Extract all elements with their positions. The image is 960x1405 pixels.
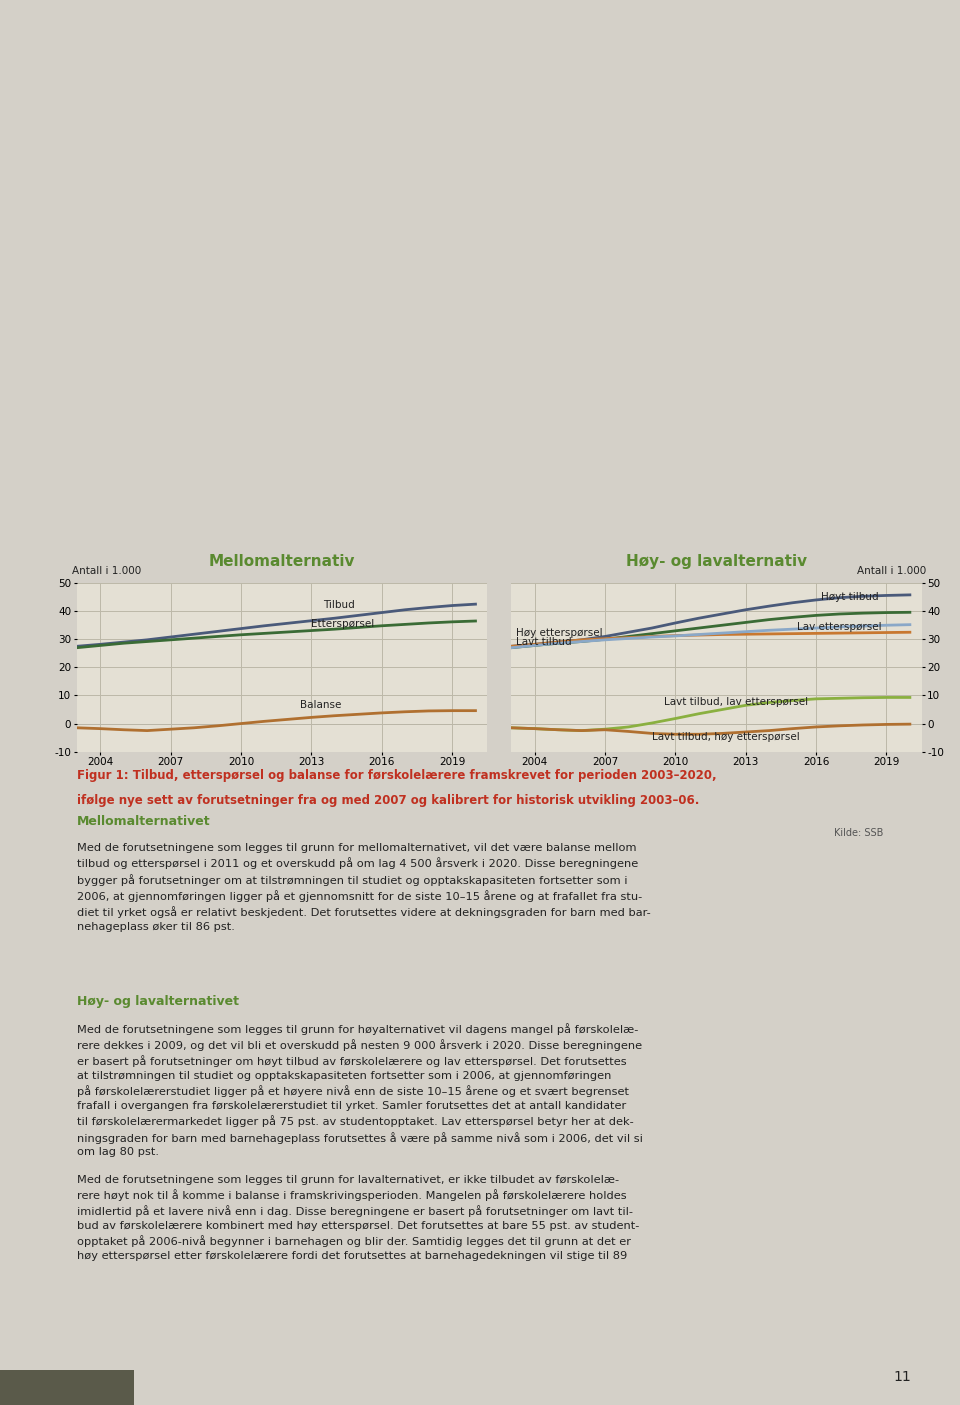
Text: Mellomalternativ: Mellomalternativ [208, 554, 355, 569]
Text: Balanse: Balanse [300, 700, 341, 710]
Text: Antall i 1.000: Antall i 1.000 [72, 566, 141, 576]
Text: Lavt tilbud, lav etterspørsel: Lavt tilbud, lav etterspørsel [663, 697, 807, 707]
Text: Høy etterspørsel: Høy etterspørsel [516, 628, 603, 638]
Text: Høyt tilbud: Høyt tilbud [821, 592, 878, 601]
Text: Antall i 1.000: Antall i 1.000 [857, 566, 926, 576]
Bar [0, 1370, 134, 1405]
Text: Med de forutsetningene som legges til grunn for mellomalternativet, vil det være: Med de forutsetningene som legges til gr… [77, 843, 651, 932]
Text: Mellomalternativet: Mellomalternativet [77, 815, 210, 828]
Text: Kilde: SSB: Kilde: SSB [834, 828, 883, 837]
Text: 11: 11 [894, 1370, 911, 1384]
Text: Med de forutsetningene som legges til grunn for høyalternativet vil dagens mange: Med de forutsetningene som legges til gr… [77, 1023, 642, 1260]
Text: Lavt tilbud: Lavt tilbud [516, 638, 571, 648]
Text: Figur 1: Tilbud, etterspørsel og balanse for førskolelærere framskrevet for peri: Figur 1: Tilbud, etterspørsel og balanse… [77, 769, 716, 781]
Text: Etterspørsel: Etterspørsel [311, 620, 374, 629]
Text: ifølge nye sett av forutsetninger fra og med 2007 og kalibrert for historisk utv: ifølge nye sett av forutsetninger fra og… [77, 794, 699, 806]
Text: Høy- og lavalternativ: Høy- og lavalternativ [626, 554, 807, 569]
Text: Lav etterspørsel: Lav etterspørsel [798, 622, 882, 632]
Text: Høy- og lavalternativet: Høy- og lavalternativet [77, 995, 239, 1007]
Text: Lavt tilbud, høy etterspørsel: Lavt tilbud, høy etterspørsel [652, 732, 800, 742]
Text: Tilbud: Tilbud [324, 600, 355, 610]
